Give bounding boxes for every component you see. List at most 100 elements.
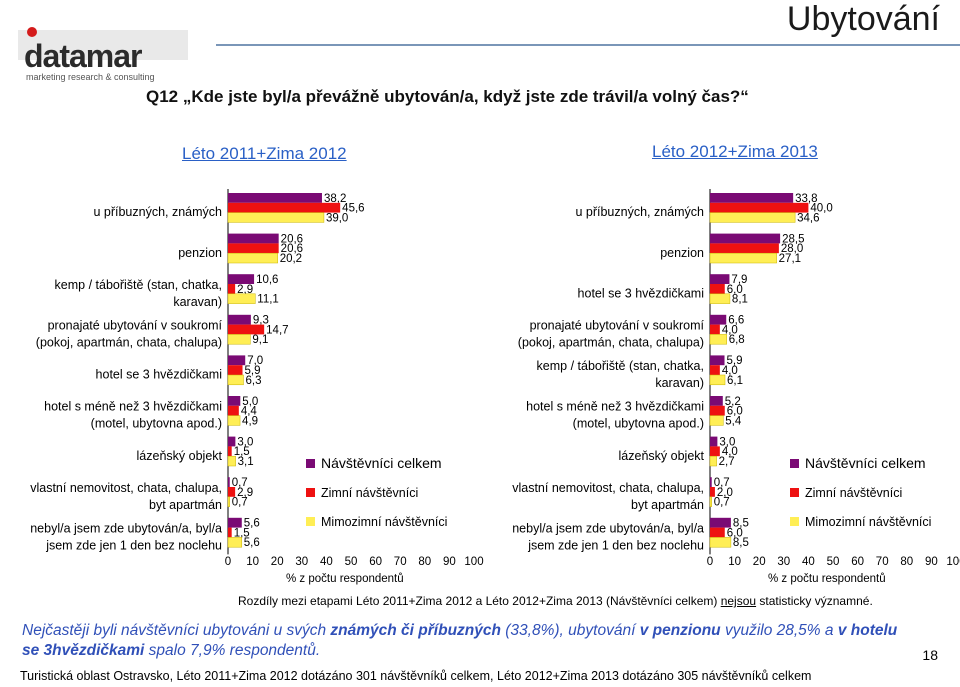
category-label: jsem zde jen 1 den bez noclehu (527, 539, 704, 553)
bar-mimozimni (227, 212, 325, 223)
x-axis-title-right: % z počtu respondentů (768, 573, 886, 585)
data-label: 1,5 (234, 446, 250, 458)
x-tick-label: 20 (271, 556, 284, 568)
data-label: 5,6 (244, 537, 260, 549)
summary-part: (33,8%), ubytování (500, 622, 640, 639)
category-label: vlastní nemovitost, chata, chalupa, (30, 481, 222, 495)
data-label: 5,4 (725, 415, 742, 427)
data-label: 6,3 (245, 375, 261, 387)
data-label: 28,0 (781, 243, 803, 255)
category-label: hotel se 3 hvězdičkami (578, 286, 704, 300)
category-label: pronajaté ubytování v soukromí (48, 319, 223, 333)
bar-mimozimni (227, 415, 241, 426)
page-title: Ubytování (786, 0, 940, 38)
x-tick-label: 70 (394, 556, 407, 568)
category-label: karavan) (173, 295, 222, 309)
bar-zima (228, 527, 232, 538)
note-before: Rozdíly mezi etapami Léto 2011+Zima 2012… (238, 594, 721, 608)
category-label: kemp / tábořiště (stan, chatka, (55, 278, 222, 292)
x-tick-label: 10 (728, 556, 741, 568)
bar-celkem (228, 193, 322, 203)
data-label: 20,6 (281, 233, 303, 245)
category-label: nebyl/a jsem zde ubytován/a, byl/a (30, 522, 222, 536)
panel-title-left: Léto 2011+Zima 2012 (182, 144, 347, 163)
x-tick-label: 70 (876, 556, 889, 568)
x-tick-label: 80 (900, 556, 913, 568)
data-label: 0,7 (714, 497, 730, 509)
bar-celkem (228, 274, 255, 284)
category-label: penzion (660, 246, 704, 260)
legend-label: Návštěvníci celkem (805, 455, 926, 471)
data-label: 4,9 (242, 415, 258, 427)
bar-zima (710, 487, 715, 497)
data-label: 6,0 (727, 284, 743, 296)
significance-note: Rozdíly mezi etapami Léto 2011+Zima 2012… (238, 594, 873, 608)
header-divider (216, 44, 960, 46)
data-label: 3,1 (238, 456, 254, 468)
bar-mimozimni (709, 415, 724, 426)
data-label: 40,0 (810, 203, 832, 215)
bar-zima (228, 405, 239, 416)
bar-mimozimni (227, 455, 236, 467)
legend-label: Mimozimní návštěvníci (805, 515, 931, 529)
category-label: (pokoj, apartmán, chata, chalupa) (36, 336, 222, 350)
bar-mimozimni (227, 537, 243, 548)
category-label: u příbuzných, známých (93, 205, 222, 219)
legend-swatch (306, 488, 315, 497)
x-tick-label: 60 (851, 556, 864, 568)
note-underlined: nejsou (720, 594, 757, 608)
bar-zima (710, 324, 720, 335)
data-label: 0,7 (714, 477, 730, 489)
legend-label: Návštěvníci celkem (321, 455, 442, 471)
category-label: pronajaté ubytování v soukromí (530, 319, 705, 333)
datamar-logo (18, 22, 198, 84)
x-tick-label: 80 (418, 556, 431, 568)
bar-mimozimni (709, 374, 726, 386)
legend-label: Mimozimní návštěvníci (321, 515, 447, 529)
bar-mimozimni (709, 212, 796, 223)
data-label: 8,5 (733, 537, 749, 549)
data-label: 0,7 (232, 477, 248, 489)
summary-bold: známých či příbuzných (330, 622, 501, 639)
category-label: karavan) (655, 376, 704, 390)
data-label: 3,0 (719, 436, 735, 448)
x-tick-label: 20 (753, 556, 766, 568)
x-tick-label: 0 (225, 556, 231, 568)
logo-graphic (18, 27, 188, 60)
data-label: 3,0 (237, 436, 253, 448)
category-label: lázeňský objekt (137, 449, 223, 463)
data-label: 28,5 (782, 233, 804, 245)
x-tick-label: 40 (802, 556, 815, 568)
x-tick-label: 50 (827, 556, 840, 568)
legend-label: Zimní návštěvníci (321, 486, 418, 500)
x-tick-label: 10 (246, 556, 259, 568)
bar-zima (710, 405, 725, 416)
bar-mimozimni (227, 293, 256, 304)
category-label: u příbuzných, známých (575, 205, 704, 219)
bar-celkem (228, 314, 251, 325)
data-label: 0,7 (232, 497, 248, 509)
x-tick-label: 30 (777, 556, 790, 568)
data-label: 20,6 (281, 243, 303, 255)
bar-celkem (228, 396, 241, 406)
x-tick-label: 40 (320, 556, 333, 568)
legend-swatch (306, 459, 315, 468)
legend-label: Zimní návštěvníci (805, 486, 902, 500)
bar-mimozimni (227, 252, 278, 264)
data-label: 8,5 (733, 518, 749, 530)
data-label: 45,6 (342, 203, 364, 215)
category-label: byt apartmán (149, 498, 222, 512)
data-label: 2,9 (237, 487, 253, 499)
summary-bold: v penzionu (639, 622, 721, 639)
bar-zima (228, 284, 236, 294)
bar-celkem (228, 517, 242, 528)
question-text: Q12 „Kde jste byl/a převážně ubytován/a,… (146, 87, 749, 106)
legend-swatch (306, 517, 315, 526)
data-label: 10,6 (256, 274, 278, 286)
bar-celkem (710, 477, 712, 487)
bar-celkem (710, 274, 730, 284)
bar-zima (228, 243, 279, 254)
category-label: jsem zde jen 1 den bez noclehu (45, 539, 222, 553)
panel-title-right: Léto 2012+Zima 2013 (652, 142, 818, 161)
bar-mimozimni (709, 537, 732, 548)
